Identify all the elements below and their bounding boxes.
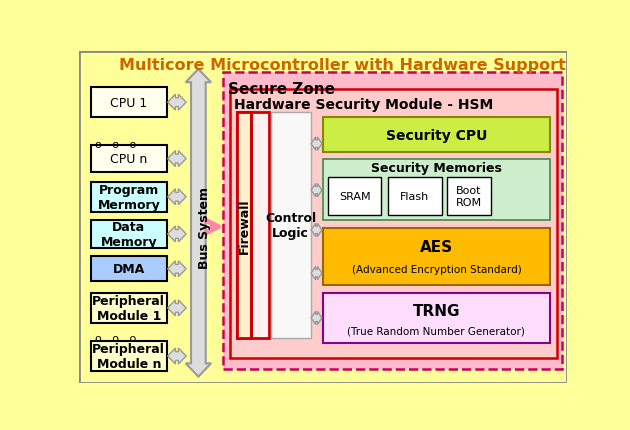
Polygon shape xyxy=(311,184,322,197)
FancyBboxPatch shape xyxy=(91,257,166,282)
Text: Control
Logic: Control Logic xyxy=(265,212,316,240)
FancyBboxPatch shape xyxy=(91,341,166,371)
Text: AES: AES xyxy=(420,239,453,254)
Polygon shape xyxy=(168,348,186,364)
FancyBboxPatch shape xyxy=(323,293,550,343)
Text: (True Random Number Generator): (True Random Number Generator) xyxy=(348,326,525,335)
Polygon shape xyxy=(311,224,322,237)
Text: Secure Zone: Secure Zone xyxy=(227,82,335,97)
Text: TRNG: TRNG xyxy=(413,303,460,318)
Polygon shape xyxy=(168,95,186,111)
Text: CPU 1: CPU 1 xyxy=(110,96,147,109)
Text: Security Memories: Security Memories xyxy=(370,162,501,175)
FancyBboxPatch shape xyxy=(447,178,491,215)
Text: Flash: Flash xyxy=(400,191,429,201)
FancyBboxPatch shape xyxy=(388,178,442,215)
Text: Peripheral
Module 1: Peripheral Module 1 xyxy=(93,294,165,322)
Text: SRAM: SRAM xyxy=(339,191,370,201)
FancyBboxPatch shape xyxy=(91,182,166,212)
Polygon shape xyxy=(168,227,186,243)
Text: Firewall: Firewall xyxy=(238,198,251,253)
FancyBboxPatch shape xyxy=(323,229,550,285)
Polygon shape xyxy=(168,189,186,205)
Polygon shape xyxy=(311,311,322,325)
Polygon shape xyxy=(168,151,186,167)
FancyBboxPatch shape xyxy=(91,293,166,323)
Text: CPU n: CPU n xyxy=(110,153,147,166)
Polygon shape xyxy=(311,138,322,151)
Text: Bus System: Bus System xyxy=(198,186,211,268)
FancyBboxPatch shape xyxy=(238,113,251,338)
FancyBboxPatch shape xyxy=(91,146,166,172)
Text: DMA: DMA xyxy=(113,263,145,276)
Polygon shape xyxy=(168,261,186,277)
Text: Program
Mermory: Program Mermory xyxy=(98,183,160,211)
FancyBboxPatch shape xyxy=(223,73,562,369)
FancyBboxPatch shape xyxy=(323,118,550,153)
Text: (Advanced Encryption Standard): (Advanced Encryption Standard) xyxy=(352,264,521,274)
Text: o   o   o: o o o xyxy=(94,140,136,150)
FancyBboxPatch shape xyxy=(328,178,381,215)
FancyBboxPatch shape xyxy=(238,113,269,338)
Text: Boot
ROM: Boot ROM xyxy=(455,186,482,207)
Text: o   o   o: o o o xyxy=(94,334,136,344)
Polygon shape xyxy=(311,267,322,280)
Text: Data
Memory: Data Memory xyxy=(100,221,157,249)
Polygon shape xyxy=(168,300,186,316)
FancyBboxPatch shape xyxy=(91,221,166,249)
Text: Hardware Security Module - HSM: Hardware Security Module - HSM xyxy=(234,98,493,111)
Polygon shape xyxy=(186,70,211,377)
Text: Peripheral
Module n: Peripheral Module n xyxy=(93,342,165,370)
FancyBboxPatch shape xyxy=(91,88,166,118)
Text: Multicore Microcontroller with Hardware Support: Multicore Microcontroller with Hardware … xyxy=(119,58,566,74)
FancyBboxPatch shape xyxy=(230,90,558,358)
Text: Security CPU: Security CPU xyxy=(386,128,487,142)
FancyBboxPatch shape xyxy=(271,113,311,338)
FancyBboxPatch shape xyxy=(79,52,567,383)
FancyBboxPatch shape xyxy=(323,159,550,221)
